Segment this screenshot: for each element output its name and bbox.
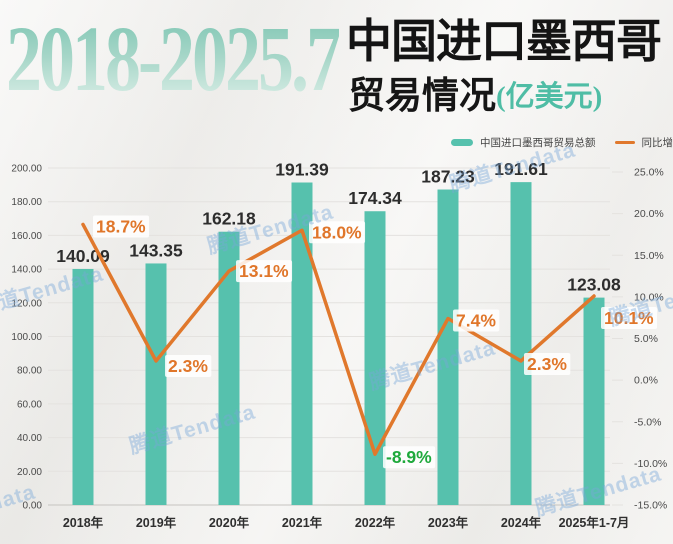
- axis-label-left: 140.00: [11, 265, 42, 276]
- category-label: 2022年: [355, 515, 396, 530]
- category-label: 2020年: [209, 515, 250, 530]
- bar-value-label: 143.35: [129, 240, 183, 260]
- title-main: 中国进口墨西哥: [346, 16, 662, 67]
- category-label: 2019年: [136, 515, 177, 530]
- bar-value-label: 191.61: [494, 159, 548, 179]
- category-label: 2024年: [501, 515, 542, 530]
- growth-label-backing: [524, 352, 571, 375]
- growth-rate-line: [81, 222, 596, 456]
- growth-label-backing: [93, 215, 150, 238]
- growth-label-backing: [453, 309, 500, 332]
- growth-value-label: 13.1%: [239, 261, 289, 281]
- title-unit: (亿美元): [496, 81, 603, 113]
- growth-value-label: -8.9%: [386, 447, 432, 467]
- axis-label-left: 100.00: [11, 332, 42, 343]
- axis-label-right: -15.0%: [634, 500, 667, 512]
- axis-label-right: 15.0%: [634, 250, 664, 262]
- legend-line-label: 同比增长率: [641, 137, 673, 149]
- trade-total-bar: [72, 268, 94, 505]
- axis-label-right: 10.0%: [634, 291, 664, 303]
- bar-value-label: 162.18: [202, 209, 256, 229]
- growth-label-backing: [309, 221, 366, 244]
- bar-value-label: 191.39: [275, 160, 329, 180]
- trade-total-bar: [145, 263, 167, 505]
- axis-label-left: 180.00: [11, 197, 42, 208]
- trade-total-bar: [510, 182, 532, 505]
- axis-label-left: 60.00: [17, 399, 42, 410]
- legend-bar-swatch-icon: [451, 139, 473, 146]
- title-year-range: 2018-2025.7: [6, 6, 342, 111]
- category-label: 2025年1-7月: [559, 515, 630, 530]
- growth-value-label: 2.3%: [527, 354, 567, 374]
- growth-value-label: 18.0%: [312, 222, 362, 242]
- legend-bar-label: 中国进口墨西哥贸易总额: [480, 137, 596, 149]
- axis-label-left: 120.00: [11, 298, 42, 309]
- growth-label-backing: [236, 260, 293, 283]
- axis-label-left: 20.00: [17, 467, 42, 478]
- axis-label-left: 160.00: [11, 231, 42, 242]
- axis-label-right: -10.0%: [634, 458, 667, 470]
- growth-label-backing: [601, 307, 658, 330]
- title-sub-text: 贸易情况: [348, 76, 496, 117]
- axis-label-left: 0.00: [23, 501, 43, 512]
- growth-label-backing: [383, 446, 436, 469]
- bar-value-label: 187.23: [421, 167, 475, 187]
- trade-total-bar: [291, 182, 313, 505]
- growth-value-label: 7.4%: [456, 311, 496, 331]
- axis-label-right: 20.0%: [634, 208, 664, 220]
- axis-label-right: 25.0%: [634, 167, 664, 179]
- growth-value-label: 10.1%: [604, 308, 654, 328]
- legend-line-swatch-icon: [614, 141, 635, 144]
- axis-label-right: -5.0%: [634, 416, 661, 428]
- trade-total-bar: [437, 189, 459, 505]
- category-label: 2018年: [63, 515, 104, 530]
- category-label: 2021年: [282, 515, 323, 530]
- growth-label-backing: [165, 354, 212, 377]
- axis-label-right: 0.0%: [634, 375, 658, 387]
- axis-label-right: 5.0%: [634, 333, 658, 345]
- growth-value-label: 2.3%: [168, 356, 208, 376]
- axis-label-left: 80.00: [17, 366, 42, 377]
- chart-legend: 中国进口墨西哥贸易总额 同比增长率: [451, 135, 673, 150]
- axis-label-left: 40.00: [17, 433, 42, 444]
- trade-total-bar: [583, 297, 605, 505]
- growth-value-label: 18.7%: [96, 216, 146, 236]
- title-sub: 贸易情况(亿美元): [348, 76, 602, 120]
- trade-total-bar: [364, 211, 386, 505]
- bar-value-label: 174.34: [348, 188, 402, 208]
- category-label: 2023年: [428, 515, 469, 530]
- axis-label-left: 200.00: [11, 164, 42, 175]
- bar-value-label: 123.08: [567, 275, 621, 295]
- trade-total-bar: [218, 231, 240, 506]
